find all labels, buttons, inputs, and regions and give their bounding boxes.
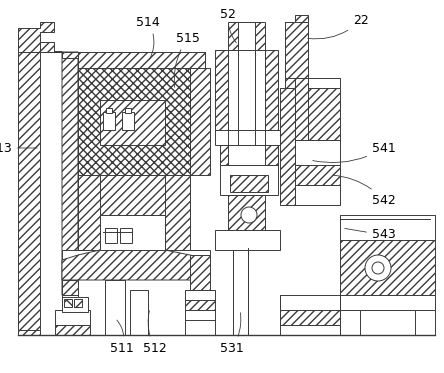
Polygon shape <box>215 230 280 250</box>
Circle shape <box>241 207 257 223</box>
Circle shape <box>365 255 391 281</box>
Polygon shape <box>295 78 308 165</box>
Polygon shape <box>55 310 90 325</box>
Polygon shape <box>18 22 54 52</box>
Polygon shape <box>238 50 255 130</box>
Polygon shape <box>105 228 117 243</box>
Polygon shape <box>54 52 205 68</box>
Polygon shape <box>190 255 210 290</box>
Polygon shape <box>78 68 190 175</box>
Polygon shape <box>62 280 78 295</box>
Polygon shape <box>255 50 265 130</box>
Polygon shape <box>215 50 228 130</box>
Text: 541: 541 <box>313 141 396 163</box>
Polygon shape <box>106 108 112 113</box>
Polygon shape <box>233 250 248 335</box>
Polygon shape <box>228 195 265 230</box>
Polygon shape <box>228 22 248 50</box>
Polygon shape <box>100 100 165 145</box>
Polygon shape <box>64 299 72 307</box>
Polygon shape <box>308 88 340 140</box>
Polygon shape <box>340 310 360 335</box>
Polygon shape <box>340 295 435 310</box>
Polygon shape <box>62 297 88 312</box>
Polygon shape <box>230 175 268 192</box>
Polygon shape <box>415 310 435 335</box>
Text: 511: 511 <box>110 320 134 354</box>
Polygon shape <box>185 290 215 300</box>
Polygon shape <box>220 165 278 195</box>
Polygon shape <box>18 42 54 330</box>
Text: 22: 22 <box>308 13 369 39</box>
Polygon shape <box>308 78 340 88</box>
Polygon shape <box>55 325 90 335</box>
Text: 52: 52 <box>220 7 236 43</box>
Polygon shape <box>280 295 340 310</box>
Polygon shape <box>228 145 265 165</box>
Polygon shape <box>120 228 132 243</box>
Polygon shape <box>78 175 190 250</box>
Polygon shape <box>228 50 238 130</box>
Text: 512: 512 <box>143 311 167 354</box>
Polygon shape <box>78 52 205 68</box>
Polygon shape <box>125 108 131 113</box>
Polygon shape <box>62 295 78 310</box>
Polygon shape <box>18 330 40 335</box>
Polygon shape <box>105 280 125 335</box>
Polygon shape <box>238 22 255 50</box>
Text: 531: 531 <box>220 313 244 354</box>
Text: 543: 543 <box>345 228 396 241</box>
Polygon shape <box>122 112 134 130</box>
Polygon shape <box>78 175 100 250</box>
Text: 515: 515 <box>174 31 200 87</box>
Polygon shape <box>54 52 78 295</box>
Polygon shape <box>285 22 308 78</box>
Polygon shape <box>100 215 165 250</box>
Polygon shape <box>295 140 340 165</box>
Polygon shape <box>215 130 280 145</box>
Polygon shape <box>190 68 210 175</box>
Polygon shape <box>185 300 215 310</box>
Text: 514: 514 <box>136 16 160 60</box>
Polygon shape <box>185 310 215 320</box>
Polygon shape <box>295 165 340 185</box>
Polygon shape <box>74 299 82 307</box>
Polygon shape <box>103 112 115 130</box>
Polygon shape <box>165 175 190 250</box>
Circle shape <box>372 262 384 274</box>
Polygon shape <box>340 215 435 240</box>
Polygon shape <box>220 145 278 165</box>
Polygon shape <box>248 22 265 50</box>
Polygon shape <box>62 250 210 280</box>
Polygon shape <box>280 88 295 205</box>
Polygon shape <box>280 310 340 325</box>
Polygon shape <box>265 50 278 130</box>
Polygon shape <box>62 250 210 265</box>
Polygon shape <box>285 78 305 165</box>
Polygon shape <box>295 185 340 205</box>
Polygon shape <box>340 240 435 295</box>
Polygon shape <box>285 15 308 22</box>
Text: 513: 513 <box>0 141 37 154</box>
Text: 542: 542 <box>333 175 396 207</box>
Polygon shape <box>130 290 148 335</box>
